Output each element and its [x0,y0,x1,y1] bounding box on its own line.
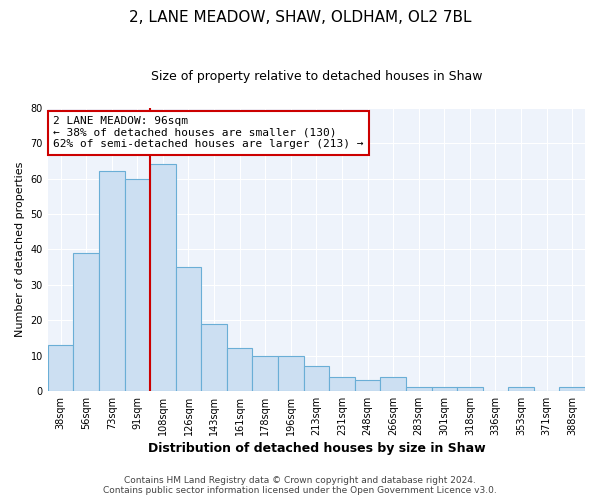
Bar [355,380,380,391]
Bar [431,388,457,391]
Bar [125,178,150,391]
Bar [99,172,125,391]
Bar [48,345,73,391]
Title: Size of property relative to detached houses in Shaw: Size of property relative to detached ho… [151,70,482,83]
Bar [278,356,304,391]
Text: 2, LANE MEADOW, SHAW, OLDHAM, OL2 7BL: 2, LANE MEADOW, SHAW, OLDHAM, OL2 7BL [129,10,471,25]
Bar [559,388,585,391]
Bar [457,388,482,391]
Bar [150,164,176,391]
Bar [406,388,431,391]
Bar [253,356,278,391]
Bar [508,388,534,391]
Bar [227,348,253,391]
Y-axis label: Number of detached properties: Number of detached properties [15,162,25,337]
Text: Contains HM Land Registry data © Crown copyright and database right 2024.
Contai: Contains HM Land Registry data © Crown c… [103,476,497,495]
Bar [304,366,329,391]
Bar [380,377,406,391]
Bar [176,267,201,391]
Bar [201,324,227,391]
X-axis label: Distribution of detached houses by size in Shaw: Distribution of detached houses by size … [148,442,485,455]
Bar [329,377,355,391]
Bar [73,253,99,391]
Text: 2 LANE MEADOW: 96sqm
← 38% of detached houses are smaller (130)
62% of semi-deta: 2 LANE MEADOW: 96sqm ← 38% of detached h… [53,116,364,150]
